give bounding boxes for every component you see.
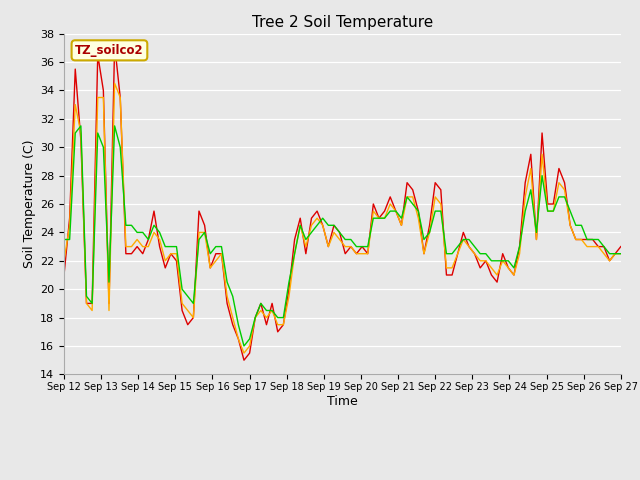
- Tree2 -4cm: [240, 350, 248, 356]
- Tree2 -4cm: [60, 258, 68, 264]
- Line: Tree2 -4cm: Tree2 -4cm: [64, 84, 621, 353]
- Tree2 -2cm: [240, 357, 248, 363]
- Line: Tree2 -2cm: Tree2 -2cm: [64, 45, 621, 360]
- Title: Tree 2 Soil Temperature: Tree 2 Soil Temperature: [252, 15, 433, 30]
- Tree2 -4cm: [111, 81, 118, 86]
- Line: Tree2 -8cm: Tree2 -8cm: [64, 126, 621, 346]
- Tree2 -8cm: [60, 237, 68, 242]
- Tree2 -2cm: [403, 180, 411, 186]
- Tree2 -4cm: [583, 244, 591, 250]
- Tree2 -4cm: [403, 194, 411, 200]
- Tree2 -2cm: [617, 244, 625, 250]
- Tree2 -8cm: [403, 194, 411, 200]
- Tree2 -8cm: [240, 343, 248, 349]
- Text: TZ_soilco2: TZ_soilco2: [75, 44, 144, 57]
- X-axis label: Time: Time: [327, 395, 358, 408]
- Tree2 -2cm: [358, 244, 366, 250]
- Y-axis label: Soil Temperature (C): Soil Temperature (C): [23, 140, 36, 268]
- Tree2 -4cm: [617, 251, 625, 257]
- Tree2 -2cm: [111, 42, 118, 48]
- Tree2 -8cm: [358, 244, 366, 250]
- Tree2 -8cm: [173, 244, 180, 250]
- Tree2 -4cm: [173, 251, 180, 257]
- Tree2 -8cm: [617, 251, 625, 257]
- Tree2 -4cm: [195, 229, 203, 235]
- Tree2 -8cm: [77, 123, 84, 129]
- Tree2 -2cm: [60, 272, 68, 278]
- Tree2 -2cm: [195, 208, 203, 214]
- Tree2 -2cm: [600, 244, 608, 250]
- Tree2 -8cm: [600, 244, 608, 250]
- Tree2 -4cm: [600, 251, 608, 257]
- Tree2 -8cm: [583, 237, 591, 242]
- Tree2 -2cm: [583, 237, 591, 242]
- Tree2 -2cm: [173, 258, 180, 264]
- Tree2 -8cm: [195, 237, 203, 242]
- Tree2 -4cm: [358, 251, 366, 257]
- Legend: Tree2 -2cm, Tree2 -4cm, Tree2 -8cm: Tree2 -2cm, Tree2 -4cm, Tree2 -8cm: [162, 476, 523, 480]
